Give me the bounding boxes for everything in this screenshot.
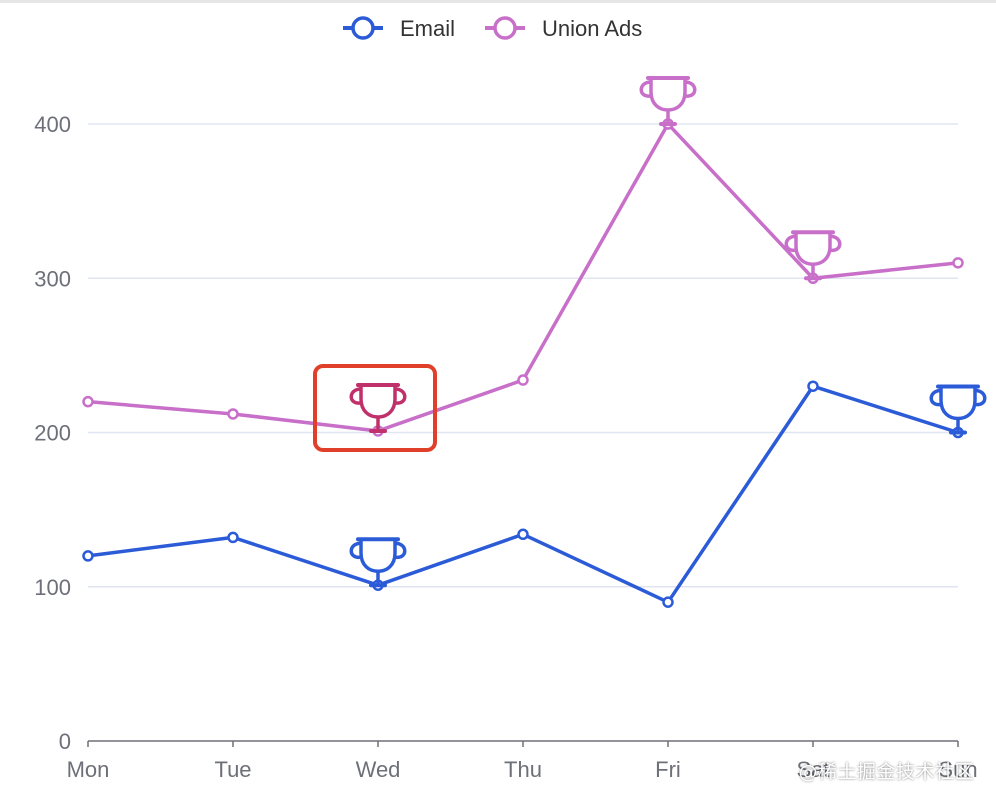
y-tick-label: 300 <box>34 266 71 291</box>
series-lines <box>82 118 964 608</box>
trophy-icon <box>784 230 842 281</box>
x-tick-label: Tue <box>214 757 251 782</box>
legend-label: Email <box>400 16 455 41</box>
trophy-cup <box>359 537 397 573</box>
legend-item-email[interactable]: Email <box>343 16 455 41</box>
series-line-email <box>87 384 959 604</box>
y-tick-label: 100 <box>34 575 71 600</box>
trophy-icon <box>349 382 407 433</box>
markers <box>349 76 987 588</box>
trophy-icon <box>929 384 987 435</box>
legend-label: Union Ads <box>542 16 642 41</box>
data-point <box>517 374 529 386</box>
data-point <box>82 550 94 562</box>
legend-marker <box>351 16 375 40</box>
trophy-handle-right <box>394 541 407 559</box>
trophy-icon <box>349 537 407 588</box>
x-tick-label: Mon <box>67 757 110 782</box>
data-point <box>227 408 239 420</box>
watermark-text: @稀土掘金技术社区 <box>798 761 974 783</box>
legend-item-union-ads[interactable]: Union Ads <box>485 16 642 41</box>
trophy-handle-left <box>349 387 362 405</box>
trophy-icon <box>639 76 697 126</box>
x-tick-label: Sat <box>796 757 829 782</box>
highlight-box <box>313 363 437 452</box>
data-point <box>952 257 964 269</box>
legend-marker <box>493 16 517 40</box>
data-point <box>807 380 819 392</box>
top-divider <box>0 0 996 3</box>
x-tick-label: Fri <box>655 757 681 782</box>
x-tick-label: Thu <box>504 757 542 782</box>
trophy-handle-right <box>684 80 697 98</box>
trophy-handle-right <box>974 388 987 407</box>
data-point <box>82 395 94 408</box>
trophy-cup <box>359 383 397 419</box>
trophy-cup <box>649 76 687 112</box>
data-point <box>517 528 529 541</box>
trophy-handle-right <box>394 387 407 405</box>
x-tick-label: Wed <box>356 757 401 782</box>
trophy-cup <box>794 230 832 266</box>
grid-lines <box>88 123 958 588</box>
trophy-handle-left <box>784 234 797 253</box>
x-tick-label: Sun <box>938 757 977 782</box>
y-tick-label: 400 <box>34 112 71 137</box>
trophy-handle-left <box>349 541 362 559</box>
axes: 0 100 200 300 400 Mon Tue Wed Thu Fri Sat Sun <box>34 112 977 782</box>
trophy-cup <box>939 384 977 421</box>
highlight-rect <box>313 363 437 452</box>
trophy-handle-left <box>929 388 942 407</box>
y-tick-label: 0 <box>59 729 71 754</box>
data-point <box>662 596 674 608</box>
y-tick-label: 200 <box>34 421 71 446</box>
trophy-handle-left <box>639 80 652 98</box>
data-point <box>227 531 239 544</box>
legend[interactable]: Email Union Ads <box>343 16 642 41</box>
trophy-handle-right <box>829 234 842 253</box>
